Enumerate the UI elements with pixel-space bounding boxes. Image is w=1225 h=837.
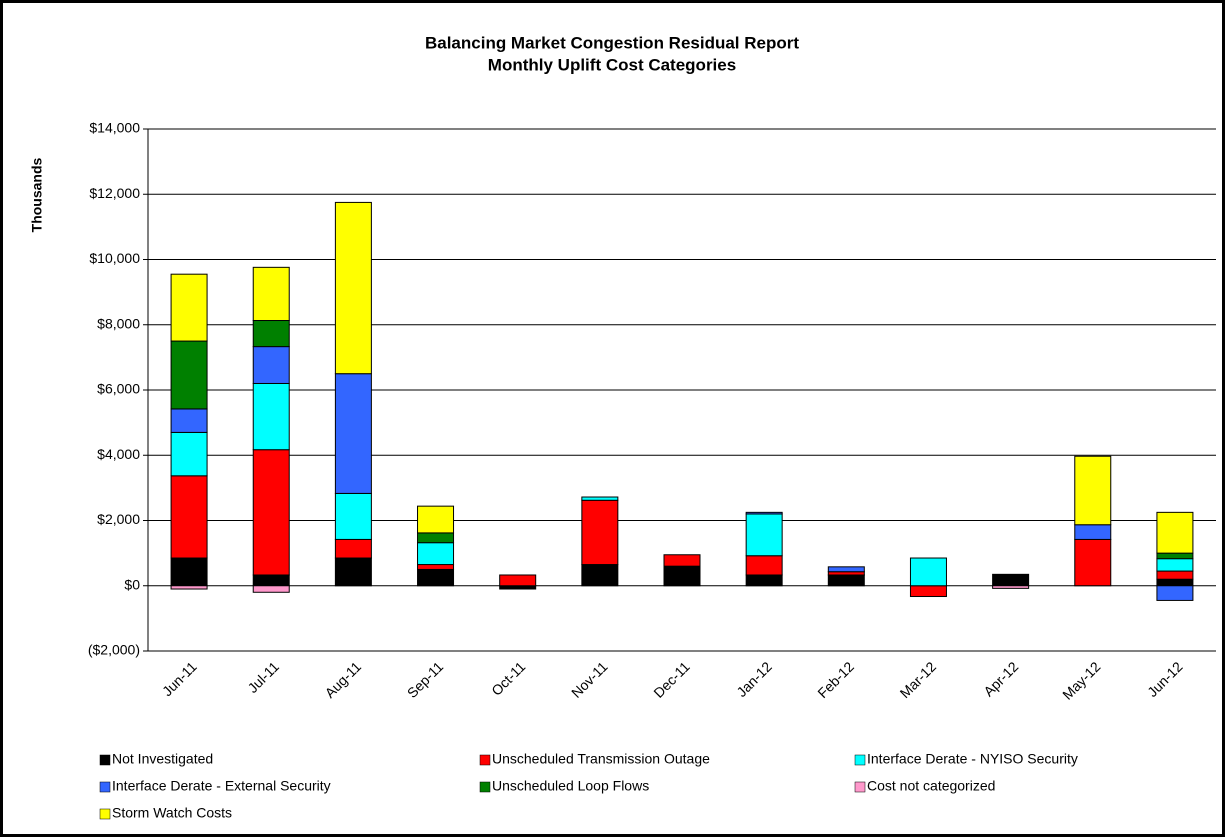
bar-segment bbox=[909, 557, 947, 587]
bar-segment bbox=[417, 564, 455, 570]
chart-title: Balancing Market Congestion Residual Rep… bbox=[425, 33, 799, 52]
y-tick-label: ($2,000) bbox=[88, 642, 140, 658]
bar-segment bbox=[334, 373, 372, 494]
bar-segment bbox=[252, 266, 290, 322]
bar-segment bbox=[252, 320, 290, 348]
y-tick-label: $14,000 bbox=[89, 120, 140, 136]
bar-segment bbox=[909, 585, 947, 598]
legend-label: Interface Derate - External Security bbox=[112, 778, 331, 794]
legend-swatch bbox=[99, 781, 111, 793]
bar-segment bbox=[581, 564, 619, 587]
bar-segment bbox=[170, 585, 208, 590]
bar-segment bbox=[1156, 511, 1194, 554]
y-tick-label: $6,000 bbox=[97, 381, 140, 397]
y-tick-label: $0 bbox=[124, 576, 140, 592]
bar-segment bbox=[1156, 585, 1194, 601]
bar-segment bbox=[745, 574, 783, 587]
bar-segment bbox=[827, 574, 865, 587]
bar-segment bbox=[170, 431, 208, 477]
bar-segment bbox=[170, 475, 208, 559]
bar-segment bbox=[334, 557, 372, 587]
bar-segment bbox=[745, 555, 783, 576]
bar-segment bbox=[170, 273, 208, 342]
legend-swatch bbox=[479, 754, 491, 766]
bar-segment bbox=[992, 585, 1030, 589]
bar-segment bbox=[252, 585, 290, 593]
y-axis-label: Thousands bbox=[29, 157, 45, 232]
legend-label: Unscheduled Loop Flows bbox=[492, 778, 649, 794]
bar-segment bbox=[745, 511, 783, 515]
y-tick-label: $8,000 bbox=[97, 315, 140, 331]
bar-segment bbox=[1074, 455, 1112, 526]
bar-segment bbox=[252, 346, 290, 384]
bar-segment bbox=[581, 496, 619, 501]
y-tick-label: $2,000 bbox=[97, 511, 140, 527]
legend-swatch bbox=[854, 781, 866, 793]
bar-segment bbox=[1074, 538, 1112, 587]
legend-label: Unscheduled Transmission Outage bbox=[492, 751, 710, 767]
bar-segment bbox=[1156, 552, 1194, 560]
bar-segment bbox=[992, 573, 1030, 587]
bar-segment bbox=[252, 382, 290, 451]
bar-segment bbox=[170, 408, 208, 433]
bar-segment bbox=[827, 566, 865, 573]
bar-segment bbox=[252, 449, 290, 576]
y-tick-label: $10,000 bbox=[89, 250, 140, 266]
legend-swatch bbox=[99, 808, 111, 820]
chart-subtitle: Monthly Uplift Cost Categories bbox=[488, 55, 736, 74]
bar-segment bbox=[170, 340, 208, 410]
legend-label: Interface Derate - NYISO Security bbox=[867, 751, 1078, 767]
bar-segment bbox=[334, 492, 372, 540]
bar-segment bbox=[1156, 578, 1194, 587]
bar-segment bbox=[1156, 558, 1194, 572]
bar-segment bbox=[334, 201, 372, 375]
y-tick-label: $4,000 bbox=[97, 446, 140, 462]
bar-segment bbox=[417, 568, 455, 587]
legend-swatch bbox=[854, 754, 866, 766]
bar-segment bbox=[1074, 524, 1112, 540]
legend-swatch bbox=[479, 781, 491, 793]
bar-segment bbox=[334, 538, 372, 559]
bar-segment bbox=[499, 574, 537, 587]
bar-segment bbox=[170, 557, 208, 587]
bar-segment bbox=[252, 574, 290, 587]
legend-label: Cost not categorized bbox=[867, 778, 995, 794]
bar-segment bbox=[663, 554, 701, 567]
bar-segment bbox=[663, 565, 701, 587]
bar-segment bbox=[417, 532, 455, 544]
bar-segment bbox=[417, 505, 455, 534]
bar-segment bbox=[745, 513, 783, 557]
legend-label: Storm Watch Costs bbox=[112, 805, 232, 821]
y-tick-label: $12,000 bbox=[89, 185, 140, 201]
bar-segment bbox=[1156, 570, 1194, 580]
bar-segment bbox=[417, 542, 455, 566]
bar-segment bbox=[581, 499, 619, 566]
legend-label: Not Investigated bbox=[112, 751, 213, 767]
legend-swatch bbox=[99, 754, 111, 766]
